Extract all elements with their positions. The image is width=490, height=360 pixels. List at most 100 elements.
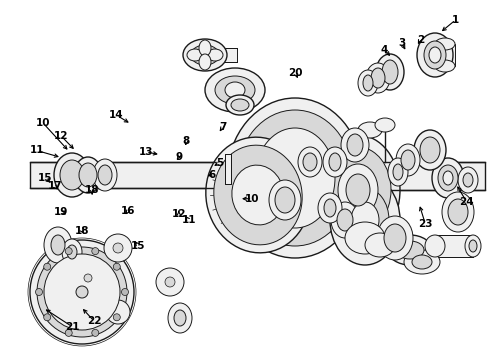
Circle shape — [44, 314, 50, 321]
Bar — [215, 48, 237, 62]
Circle shape — [113, 314, 120, 321]
Ellipse shape — [435, 38, 455, 50]
Text: 13: 13 — [139, 147, 153, 157]
Ellipse shape — [375, 118, 395, 132]
Text: 18: 18 — [85, 185, 99, 195]
Ellipse shape — [448, 199, 468, 225]
Ellipse shape — [365, 233, 395, 257]
Ellipse shape — [51, 235, 65, 255]
Ellipse shape — [199, 40, 211, 56]
Ellipse shape — [318, 193, 342, 223]
Ellipse shape — [358, 70, 378, 96]
Ellipse shape — [156, 268, 184, 296]
Ellipse shape — [345, 222, 385, 254]
Text: 9: 9 — [175, 152, 182, 162]
Text: 6: 6 — [208, 170, 215, 180]
Text: 17: 17 — [48, 181, 62, 192]
Ellipse shape — [325, 147, 391, 233]
Ellipse shape — [74, 157, 102, 193]
Ellipse shape — [417, 33, 453, 77]
Ellipse shape — [412, 255, 432, 269]
Ellipse shape — [106, 300, 130, 324]
Ellipse shape — [275, 187, 295, 213]
Ellipse shape — [206, 137, 310, 253]
Bar — [435, 44, 455, 66]
Bar — [225, 154, 231, 184]
Text: 14: 14 — [109, 110, 124, 120]
Ellipse shape — [424, 41, 446, 69]
Ellipse shape — [165, 277, 175, 287]
Circle shape — [65, 248, 72, 255]
Ellipse shape — [191, 45, 219, 65]
Circle shape — [92, 248, 99, 255]
Text: 23: 23 — [418, 219, 433, 229]
Ellipse shape — [225, 82, 245, 98]
Circle shape — [65, 329, 72, 336]
Ellipse shape — [227, 98, 363, 258]
Text: 12: 12 — [172, 209, 186, 219]
Text: 5: 5 — [216, 158, 223, 168]
Ellipse shape — [337, 209, 353, 231]
Ellipse shape — [93, 159, 117, 191]
Ellipse shape — [207, 49, 223, 61]
Text: 24: 24 — [459, 197, 474, 207]
Circle shape — [44, 263, 50, 270]
Ellipse shape — [168, 303, 192, 333]
Ellipse shape — [174, 310, 186, 326]
Circle shape — [122, 288, 128, 296]
Ellipse shape — [458, 167, 478, 193]
Ellipse shape — [104, 234, 132, 262]
Ellipse shape — [358, 122, 382, 138]
Ellipse shape — [60, 160, 84, 190]
Ellipse shape — [307, 165, 347, 215]
Ellipse shape — [371, 68, 385, 88]
Ellipse shape — [404, 250, 440, 274]
Ellipse shape — [396, 241, 424, 259]
Ellipse shape — [330, 175, 400, 265]
Circle shape — [92, 329, 99, 336]
Ellipse shape — [425, 235, 445, 257]
Ellipse shape — [363, 75, 373, 91]
Ellipse shape — [429, 47, 441, 63]
Ellipse shape — [329, 153, 341, 171]
Text: 4: 4 — [381, 45, 389, 55]
Ellipse shape — [377, 216, 413, 260]
Text: 11: 11 — [29, 145, 44, 156]
Ellipse shape — [414, 130, 446, 170]
Text: 10: 10 — [245, 194, 260, 204]
Ellipse shape — [215, 76, 255, 104]
Text: 12: 12 — [54, 131, 69, 141]
Text: 16: 16 — [121, 206, 136, 216]
Ellipse shape — [303, 153, 317, 171]
Ellipse shape — [199, 54, 211, 70]
Bar — [225, 154, 231, 184]
Ellipse shape — [214, 145, 302, 245]
Ellipse shape — [324, 199, 336, 217]
Ellipse shape — [79, 163, 97, 187]
Ellipse shape — [299, 155, 355, 225]
Text: 21: 21 — [65, 322, 80, 332]
Ellipse shape — [298, 147, 322, 177]
Ellipse shape — [75, 265, 101, 291]
Ellipse shape — [231, 99, 249, 111]
Text: 7: 7 — [219, 122, 227, 132]
Text: 1: 1 — [452, 15, 459, 25]
Text: 15: 15 — [38, 173, 52, 183]
Ellipse shape — [382, 60, 398, 84]
Bar — [30, 162, 215, 188]
Ellipse shape — [67, 245, 77, 259]
Ellipse shape — [388, 235, 432, 265]
Circle shape — [37, 247, 127, 337]
Text: 15: 15 — [131, 240, 146, 251]
Text: 2: 2 — [417, 35, 424, 45]
Ellipse shape — [323, 147, 347, 177]
Circle shape — [35, 288, 43, 296]
Ellipse shape — [438, 165, 458, 191]
Ellipse shape — [366, 63, 390, 93]
Ellipse shape — [351, 202, 379, 238]
Ellipse shape — [98, 165, 112, 185]
Ellipse shape — [341, 128, 369, 162]
Ellipse shape — [269, 180, 301, 220]
Ellipse shape — [346, 174, 370, 206]
Text: 3: 3 — [398, 38, 405, 48]
